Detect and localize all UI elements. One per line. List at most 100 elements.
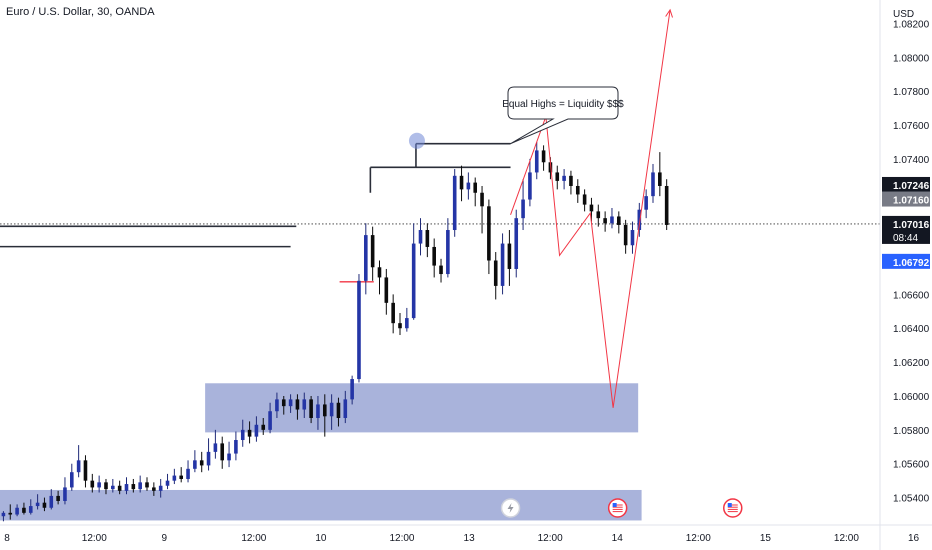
candle-body: [555, 172, 560, 181]
candle-body: [97, 482, 101, 488]
candle-body: [199, 460, 204, 466]
low-price-badge-bg: [882, 253, 930, 269]
candle-body: [275, 399, 279, 412]
x-tick-label: 9: [162, 533, 168, 544]
candle-body: [658, 172, 662, 186]
candle-body: [589, 204, 594, 212]
candle-body: [446, 230, 450, 275]
candle-body: [617, 216, 621, 225]
candle-body: [384, 277, 389, 303]
candle-body: [69, 472, 74, 488]
candle-body: [541, 150, 546, 163]
candle-body: [452, 175, 457, 231]
prev-price-badge-bg: [882, 191, 930, 207]
candle-body: [76, 460, 81, 473]
candle-body: [302, 399, 307, 410]
candle-body: [63, 487, 67, 501]
y-tick-label: 1.06600: [893, 290, 930, 301]
candle-body: [295, 399, 300, 410]
candle-body: [22, 507, 26, 513]
countdown-label: 08:44: [893, 233, 918, 244]
candle-body: [49, 495, 54, 508]
candle-body: [8, 512, 13, 515]
chart-title: Euro / U.S. Dollar, 30, OANDA: [6, 6, 155, 18]
candle-body: [432, 246, 436, 266]
y-tick-label: 1.06200: [893, 358, 930, 369]
candle-body: [357, 280, 361, 380]
x-tick-label: 12:00: [389, 533, 414, 544]
candle-body: [493, 260, 498, 286]
x-tick-label: 15: [760, 533, 772, 544]
prev-price-badge: 1.07160: [893, 196, 930, 207]
y-tick-label: 1.05600: [893, 460, 930, 471]
annotation-callout: [507, 86, 619, 145]
candle-body: [534, 150, 539, 173]
candle-body: [152, 487, 156, 491]
y-tick-label: 1.05400: [893, 494, 930, 505]
y-tick-label: 1.08000: [893, 53, 930, 64]
candle-body: [569, 175, 573, 186]
y-tick-label: 1.06000: [893, 392, 930, 403]
candle-body: [1, 512, 6, 517]
candle-body: [411, 243, 416, 319]
candle-body: [90, 480, 95, 488]
candle-body: [582, 194, 587, 205]
high-price-badge: 1.07246: [893, 181, 930, 192]
candle-body: [247, 429, 252, 437]
candle-body: [261, 424, 266, 430]
candle-body: [603, 218, 607, 224]
candle-body: [500, 243, 505, 286]
current-price-badge: 1.07016: [893, 220, 930, 231]
candle-body: [240, 429, 245, 441]
candle-body: [28, 506, 33, 513]
candle-body: [268, 411, 272, 430]
y-tick-label: 1.07800: [893, 87, 930, 98]
candle-body: [220, 443, 225, 461]
candle-body: [514, 218, 519, 269]
candle-body: [329, 402, 334, 417]
candle-body: [487, 206, 491, 261]
candle-body: [165, 480, 170, 486]
y-tick-label: 1.07600: [893, 121, 930, 132]
candle-body: [83, 460, 88, 481]
high-price-badge-bg: [882, 176, 930, 192]
x-tick-label: 10: [315, 533, 327, 544]
candle-body: [193, 460, 197, 469]
candle-body: [610, 216, 614, 224]
x-tick-label: 12:00: [686, 533, 711, 544]
flag-canton: [612, 503, 617, 507]
lightning-glyph: [507, 503, 514, 513]
candle-body: [459, 175, 464, 190]
candle-body: [336, 402, 341, 418]
candle-body: [350, 379, 354, 400]
us-flag-icon: [723, 498, 743, 518]
candle-body: [405, 318, 409, 329]
candle-body: [596, 211, 601, 219]
price-axis-bg: [880, 0, 932, 550]
candle-body: [398, 323, 402, 329]
x-tick-label: 12:00: [538, 533, 563, 544]
candle-body: [466, 182, 471, 190]
us-flag-icon: [607, 498, 628, 518]
candle-body: [179, 475, 183, 479]
candle-body: [227, 453, 231, 461]
candle-body: [15, 507, 19, 515]
projection-path: [510, 9, 671, 408]
projection-arrowhead: [665, 8, 673, 18]
candle-body: [623, 224, 628, 246]
candle-body: [172, 475, 177, 481]
low-price-badge: 1.06792: [893, 258, 930, 269]
candle-body: [124, 484, 129, 491]
candle-body: [316, 404, 320, 418]
candle-body: [651, 172, 655, 197]
candle-body: [254, 424, 259, 437]
candle-body: [480, 192, 484, 207]
candle-body: [56, 495, 60, 501]
candle-body: [391, 302, 395, 324]
equal-highs-marker: [408, 132, 425, 149]
candle-body: [521, 199, 525, 219]
currency-label: USD: [893, 9, 914, 20]
candle-body: [370, 235, 375, 268]
